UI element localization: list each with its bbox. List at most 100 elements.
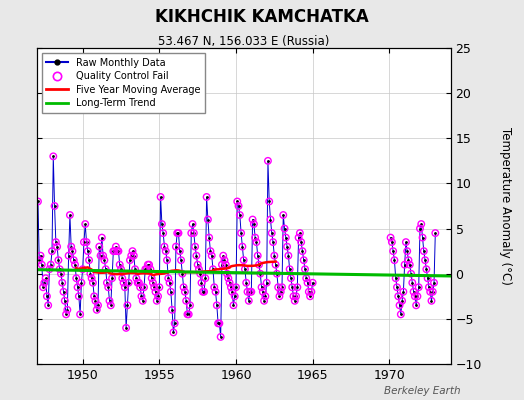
Point	[137, 293, 146, 300]
Point	[390, 257, 399, 263]
Point	[61, 298, 69, 304]
Point	[99, 252, 107, 259]
Point	[431, 230, 440, 236]
Point	[388, 239, 396, 245]
Point	[283, 244, 291, 250]
Point	[117, 266, 125, 272]
Point	[91, 298, 100, 304]
Point	[266, 216, 275, 223]
Point	[173, 230, 181, 236]
Point	[149, 280, 157, 286]
Point	[215, 320, 224, 326]
Point	[205, 234, 213, 241]
Point	[167, 288, 175, 295]
Point	[66, 212, 74, 218]
Point	[63, 307, 72, 313]
Point	[129, 252, 138, 259]
Point	[176, 248, 184, 254]
Point	[223, 270, 231, 277]
Point	[409, 288, 418, 295]
Point	[288, 284, 297, 290]
Point	[45, 266, 53, 272]
Point	[47, 262, 55, 268]
Point	[216, 334, 225, 340]
Point	[35, 257, 43, 263]
Point	[94, 302, 102, 308]
Point	[195, 266, 203, 272]
Point	[406, 262, 414, 268]
Point	[237, 230, 245, 236]
Point	[183, 311, 192, 318]
Point	[188, 221, 196, 227]
Point	[64, 252, 73, 259]
Point	[40, 280, 49, 286]
Point	[202, 194, 211, 200]
Point	[222, 262, 230, 268]
Point	[268, 230, 276, 236]
Point	[270, 252, 279, 259]
Point	[287, 275, 295, 282]
Point	[256, 270, 265, 277]
Point	[58, 280, 67, 286]
Point	[430, 280, 438, 286]
Point	[248, 216, 257, 223]
Point	[109, 248, 117, 254]
Point	[214, 320, 222, 326]
Point	[393, 284, 401, 290]
Point	[136, 284, 145, 290]
Point	[236, 212, 244, 218]
Point	[86, 270, 94, 277]
Point	[97, 234, 106, 241]
Point	[306, 293, 314, 300]
Point	[309, 280, 317, 286]
Point	[121, 284, 129, 290]
Point	[190, 230, 198, 236]
Point	[259, 288, 267, 295]
Point	[166, 280, 174, 286]
Point	[257, 284, 266, 290]
Point	[184, 311, 193, 318]
Point	[138, 298, 147, 304]
Point	[79, 266, 87, 272]
Point	[88, 275, 96, 282]
Point	[218, 262, 226, 268]
Point	[174, 230, 183, 236]
Point	[265, 198, 274, 205]
Point	[220, 257, 228, 263]
Point	[132, 275, 140, 282]
Point	[403, 248, 411, 254]
Point	[417, 221, 425, 227]
Point	[169, 329, 178, 336]
Point	[123, 302, 132, 308]
Point	[147, 275, 156, 282]
Point	[62, 311, 70, 318]
Point	[420, 248, 428, 254]
Point	[74, 293, 83, 300]
Point	[53, 244, 61, 250]
Point	[281, 234, 290, 241]
Point	[413, 293, 422, 300]
Point	[177, 257, 185, 263]
Point	[398, 298, 406, 304]
Point	[76, 311, 84, 318]
Point	[59, 288, 68, 295]
Point	[39, 284, 47, 290]
Point	[206, 248, 215, 254]
Point	[144, 262, 152, 268]
Point	[297, 239, 305, 245]
Point	[187, 230, 195, 236]
Point	[274, 284, 282, 290]
Point	[85, 257, 93, 263]
Point	[199, 288, 207, 295]
Point	[302, 275, 310, 282]
Point	[143, 266, 151, 272]
Legend: Raw Monthly Data, Quality Control Fail, Five Year Moving Average, Long-Term Tren: Raw Monthly Data, Quality Control Fail, …	[41, 53, 205, 113]
Point	[41, 275, 50, 282]
Point	[49, 153, 58, 160]
Point	[193, 262, 202, 268]
Point	[233, 198, 242, 205]
Point	[150, 284, 158, 290]
Point	[163, 257, 171, 263]
Text: Berkeley Earth: Berkeley Earth	[385, 386, 461, 396]
Point	[241, 266, 249, 272]
